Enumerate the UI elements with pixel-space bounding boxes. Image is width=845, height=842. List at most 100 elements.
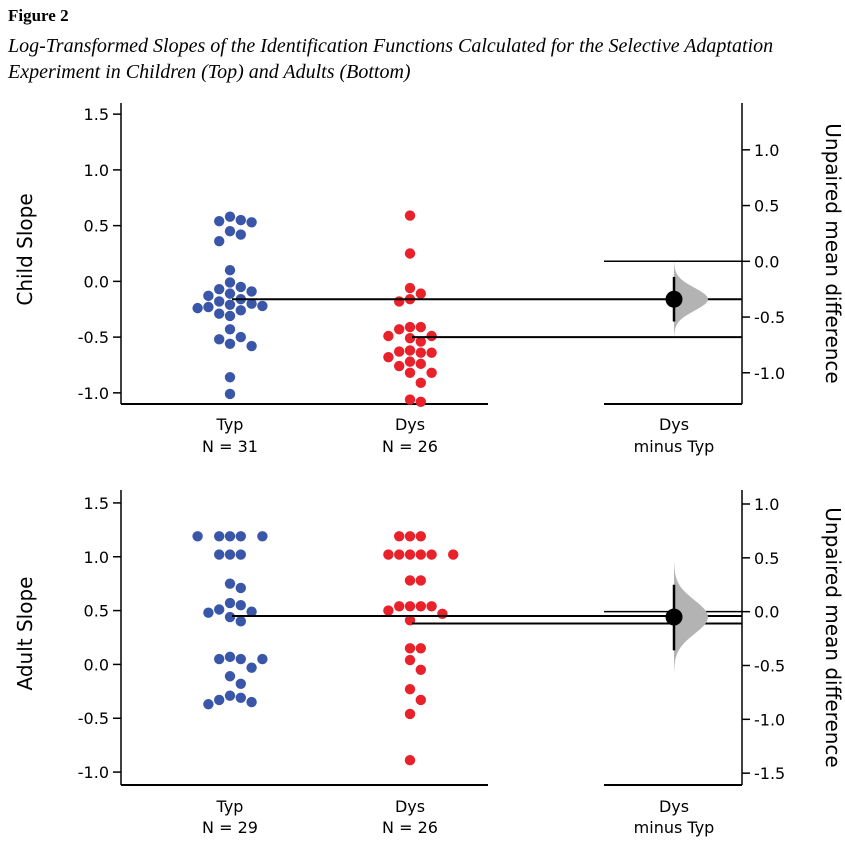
typ-data-point [203,699,214,710]
dys-data-point [394,324,405,335]
typ-data-point [214,531,225,542]
left-y-tick-label: -1.0 [78,384,109,403]
typ-data-point [224,549,236,560]
panel-child: 1.5 1.0 0.5 0.0 -0.5 -1.0 Child Slope 1.0 0.5 0.0… [13,103,845,456]
dys-data-point [383,549,394,560]
typ-data-point [235,600,246,611]
dys-data-point [415,288,426,299]
typ-data-point [235,229,246,240]
typ-data-point [235,331,246,343]
typ-data-point [224,611,236,623]
right-y-tick-label: -1.0 [754,364,785,383]
panel-adult: 1.5 1.0 0.5 0.0 -0.5 -1.0 Adult Slope 1.0 0.5 0.0… [13,490,845,837]
right-y-tick-label: 0.0 [754,252,779,271]
dys-data-point [404,708,416,720]
typ-data-point [203,301,214,313]
typ-data-point [224,578,236,589]
dys-data-point [415,336,426,347]
dys-data-point [415,575,426,586]
typ-data-point [235,653,246,665]
dys-data-point [404,321,416,333]
dys-data-point [404,367,416,378]
dys-data-point [415,531,426,542]
left-y-tick-label: -1.0 [78,763,109,782]
dys-data-point [404,575,416,586]
typ-data-point [235,281,246,293]
dys-data-point [448,549,459,560]
dys-data-point [404,210,416,221]
typ-data-point [224,226,236,237]
typ-data-point [246,606,257,617]
right-y-tick-label: -0.5 [754,656,785,675]
dys-data-point [404,601,416,612]
typ-data-point [224,324,236,335]
typ-data-point [203,290,214,302]
typ-data-point [235,616,246,627]
dys-data-point [394,346,405,357]
dys-data-point [415,664,426,675]
right-y-tick-label: -1.5 [754,764,785,783]
dys-data-point [415,358,426,370]
dys-data-point [404,755,416,766]
typ-data-point [224,277,236,288]
left-y-tick-label: 0.0 [84,655,109,674]
dys-data-point [394,531,405,542]
typ-data-point [214,308,225,319]
dys-data-point [404,531,416,542]
typ-data-point [246,696,257,708]
typ-data-point [224,211,236,222]
typ-data-point [235,582,246,594]
right-y-tick-label: 1.0 [754,495,779,514]
typ-data-point [224,265,236,276]
dys-data-point [404,549,416,560]
typ-data-point [203,607,214,618]
typ-data-point [224,388,236,400]
dys-data-point [404,356,416,367]
mean-difference-point [665,608,683,626]
dys-data-point [404,643,416,654]
typ-data-point [224,299,236,310]
typ-data-point [246,298,257,309]
right-y-tick-label: -0.5 [754,308,785,327]
left-y-tick-label: -0.5 [78,709,109,728]
left-y-tick-label: 1.5 [84,105,109,124]
typ-data-point [224,671,236,682]
typ-data-point [246,340,257,352]
dys-data-point [415,549,426,560]
typ-data-point [224,651,236,663]
typ-data-point [224,372,236,383]
figure-title: Log-Transformed Slopes of the Identifica… [8,35,774,83]
typ-data-point [224,690,236,701]
x-tick-label-n: N = 26 [382,818,438,837]
typ-data-point [257,653,268,665]
typ-data-point [214,215,225,227]
left-y-tick-label: 1.0 [84,548,109,567]
typ-data-point [192,302,203,314]
typ-data-point [246,217,257,228]
dys-data-point [415,321,426,333]
typ-data-point [214,549,225,560]
dys-data-point [394,601,405,612]
figure-label: Figure 2 [8,6,69,25]
right-y-tick-label: 0.5 [754,549,779,568]
x-tick-label-diff-sub: minus Typ [634,437,715,456]
dys-data-point [404,345,416,356]
dys-data-point [426,367,437,378]
dys-data-point [404,333,416,344]
x-tick-label-group: Typ [216,415,244,434]
typ-data-point [235,305,246,316]
dys-data-point [415,643,426,654]
typ-data-point [224,531,236,542]
typ-data-point [257,531,268,542]
typ-data-point [192,531,203,542]
x-tick-label-n: N = 31 [202,437,258,456]
dys-data-point [404,282,416,294]
left-y-axis-label: Child Slope [13,193,37,305]
bootstrap-distribution [674,261,708,337]
x-tick-label-diff: Dys [659,797,689,816]
left-y-tick-label: 1.5 [84,494,109,513]
typ-data-point [214,653,225,665]
x-tick-label-n: N = 29 [202,818,258,837]
right-y-axis-label: Unpaired mean difference [821,507,845,767]
